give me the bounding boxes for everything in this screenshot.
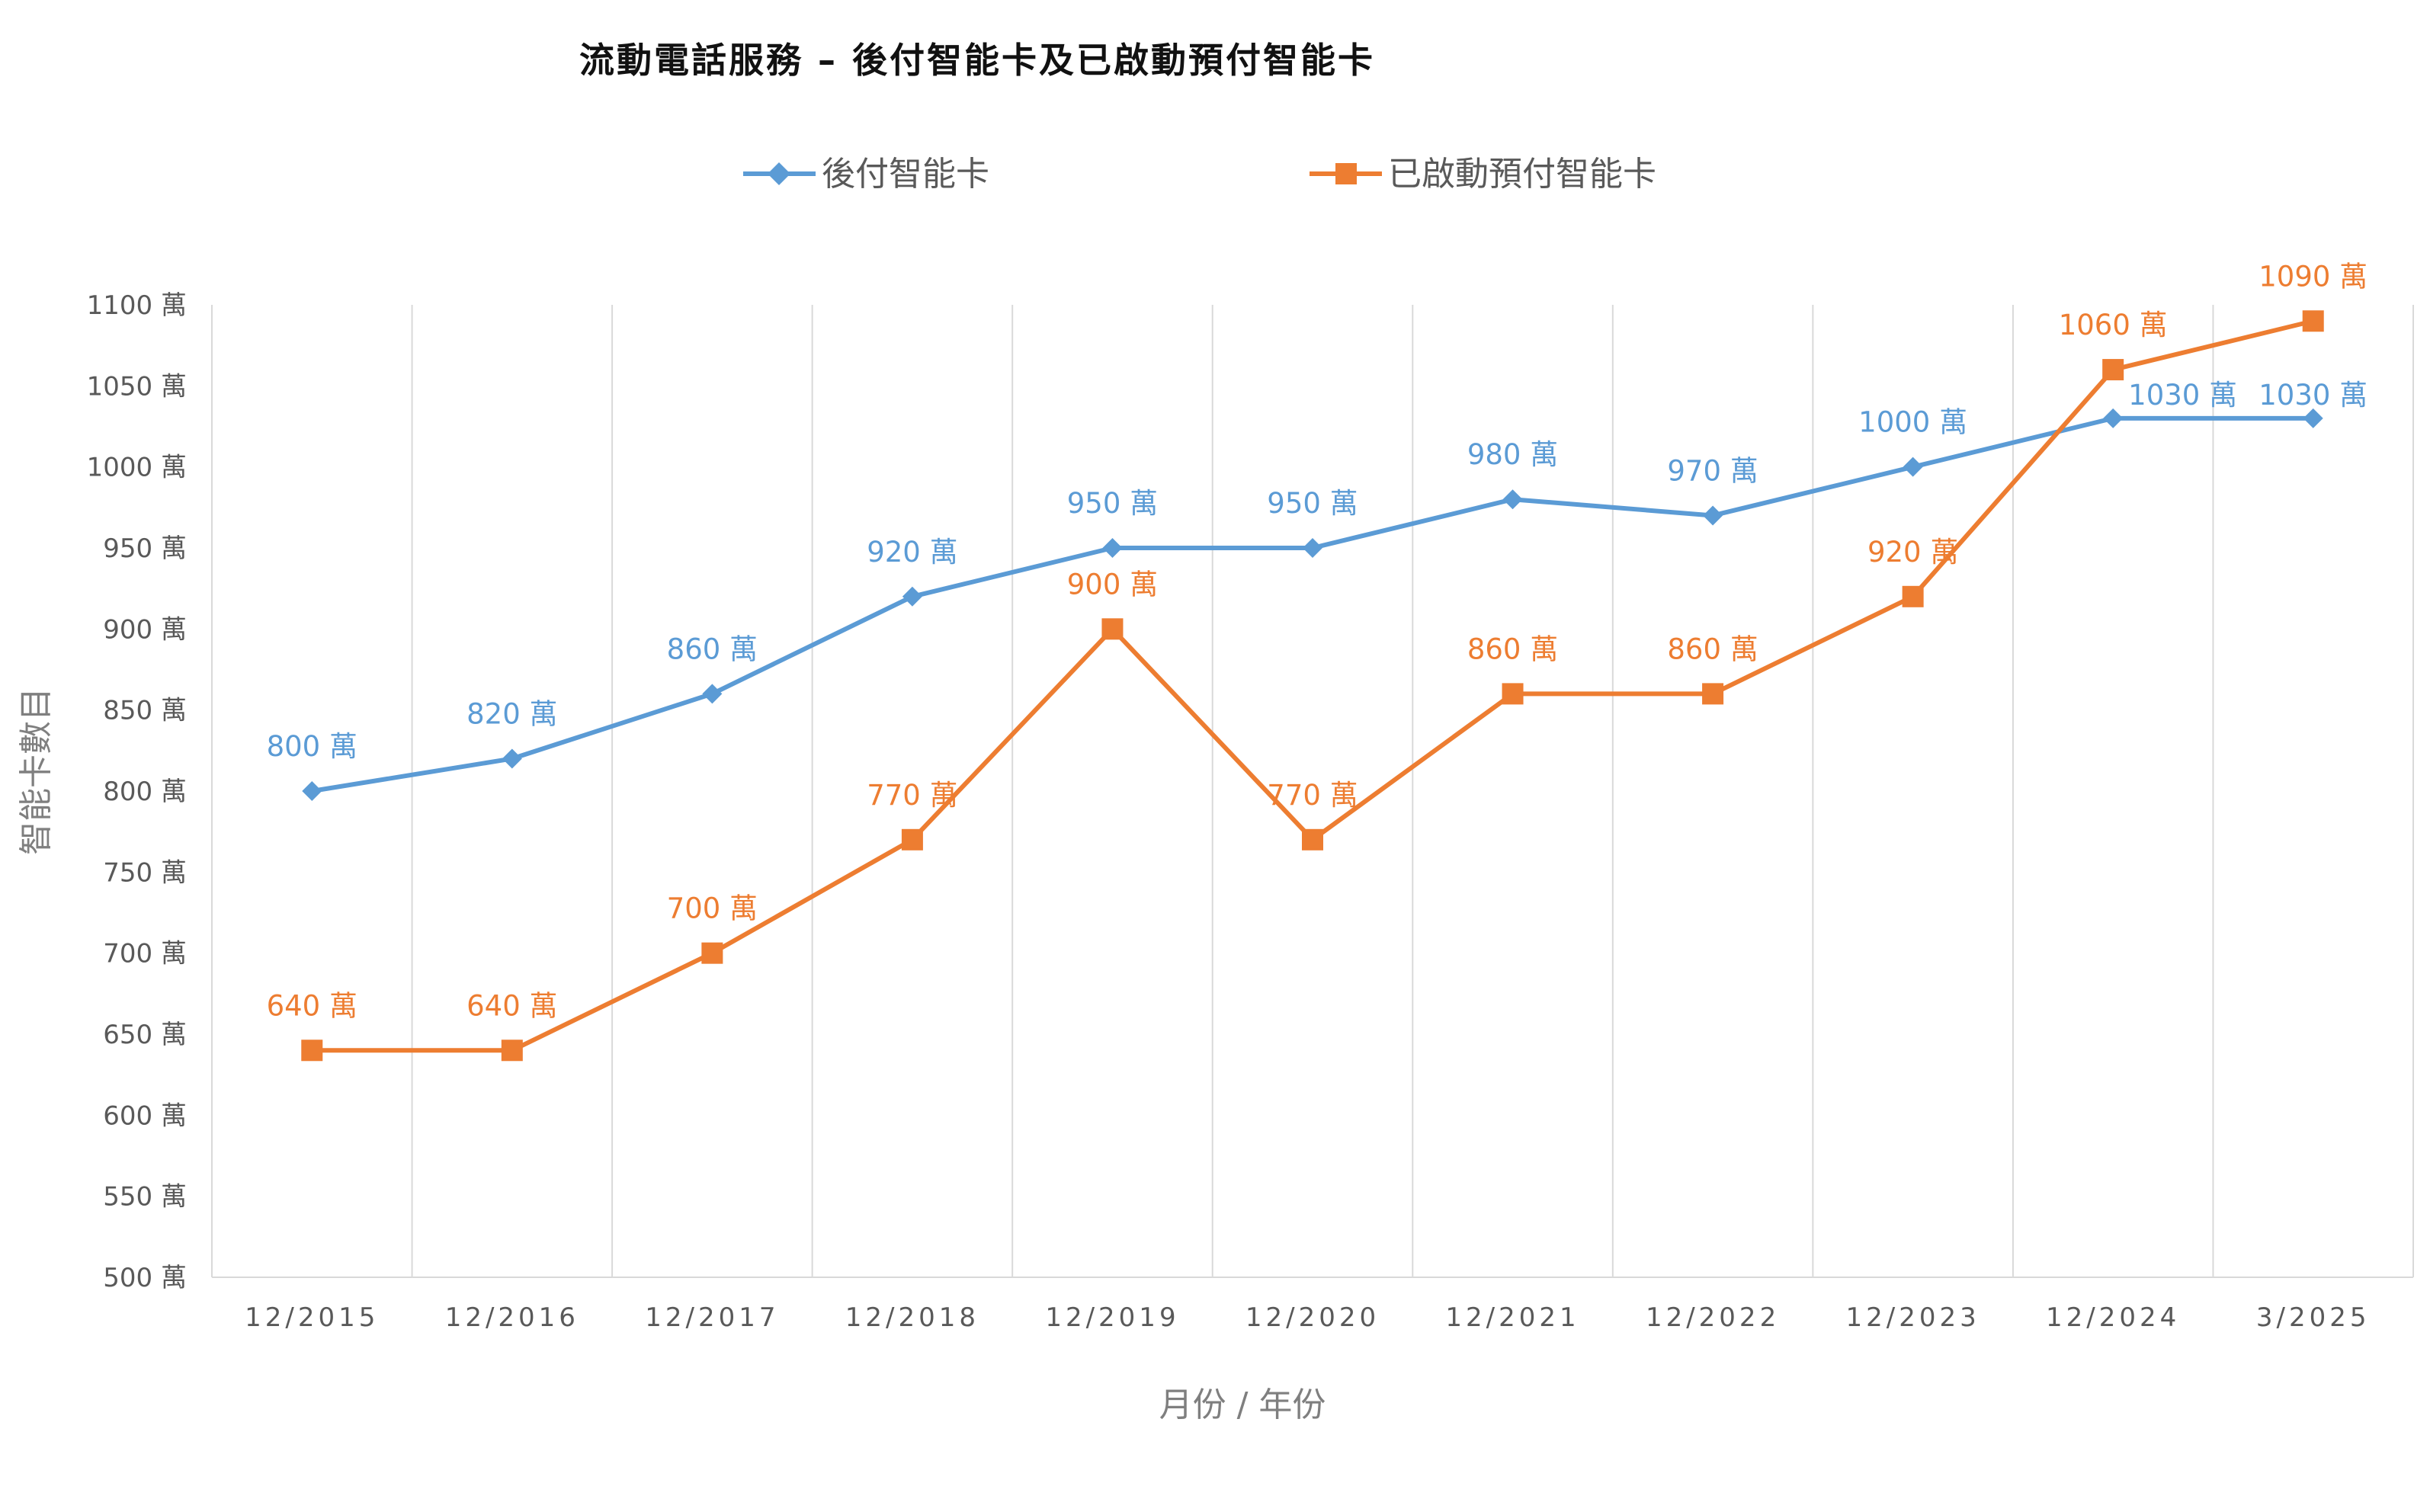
y-tick-label: 1050 萬 xyxy=(87,371,187,402)
data-point-postpaid xyxy=(2303,408,2323,428)
data-point-postpaid xyxy=(902,586,922,607)
x-tick-label: 12/2015 xyxy=(245,1302,379,1333)
data-point-prepaid xyxy=(301,1040,323,1062)
y-tick-label: 700 萬 xyxy=(103,939,187,969)
y-tick-label: 500 萬 xyxy=(103,1263,187,1293)
legend-item-prepaid: 已啟動預付智能卡 xyxy=(1310,155,1656,194)
data-point-postpaid xyxy=(702,684,723,704)
data-label-postpaid: 970 萬 xyxy=(1667,454,1758,487)
data-label-prepaid: 700 萬 xyxy=(667,892,758,925)
y-axis-title: 智能卡數目 xyxy=(17,687,56,855)
data-label-postpaid: 950 萬 xyxy=(1267,487,1358,520)
y-tick-label: 750 萬 xyxy=(103,857,187,888)
x-tick-label: 12/2020 xyxy=(1245,1302,1380,1333)
data-point-postpaid xyxy=(1903,456,1923,477)
x-tick-label: 12/2018 xyxy=(845,1302,979,1333)
data-point-prepaid xyxy=(1302,828,1323,850)
data-point-postpaid xyxy=(1102,538,1123,558)
y-tick-label: 650 萬 xyxy=(103,1020,187,1050)
data-label-postpaid: 1000 萬 xyxy=(1858,406,1967,439)
data-point-postpaid xyxy=(1303,538,1322,558)
x-tick-label: 12/2016 xyxy=(445,1302,579,1333)
data-point-prepaid xyxy=(1902,585,1924,607)
data-label-postpaid: 1030 萬 xyxy=(2258,379,2367,412)
data-point-prepaid xyxy=(701,942,723,964)
y-tick-label: 550 萬 xyxy=(103,1182,187,1212)
data-point-prepaid xyxy=(1101,618,1124,640)
y-tick-label: 950 萬 xyxy=(103,533,187,564)
y-tick-label: 1100 萬 xyxy=(87,290,187,321)
legend-marker-prepaid xyxy=(1335,163,1357,184)
data-point-prepaid xyxy=(901,828,923,850)
legend-label-prepaid: 已啟動預付智能卡 xyxy=(1388,155,1656,194)
vertical-gridlines xyxy=(211,305,2414,1278)
data-label-postpaid: 980 萬 xyxy=(1467,438,1558,471)
data-label-postpaid: 800 萬 xyxy=(267,730,357,763)
data-label-prepaid: 900 萬 xyxy=(1067,568,1158,601)
data-point-prepaid xyxy=(1702,683,1724,705)
series-layer: 800 萬 820 萬 860 萬 920 萬 950 萬 950 萬 980 萬 970 萬… xyxy=(267,260,2367,1062)
x-tick-label: 3/2025 xyxy=(2256,1302,2371,1333)
x-tick-label: 12/2021 xyxy=(1445,1302,1579,1333)
x-axis-title: 月份 / 年份 xyxy=(1159,1385,1326,1424)
data-point-prepaid xyxy=(2102,359,2124,381)
x-tick-label: 12/2022 xyxy=(1646,1302,1780,1333)
data-label-postpaid: 1030 萬 xyxy=(2128,379,2237,412)
legend-label-postpaid: 後付智能卡 xyxy=(822,155,989,194)
data-label-prepaid: 920 萬 xyxy=(1867,536,1958,569)
chart-title: 流動電話服務 – 後付智能卡及已啟動預付智能卡 xyxy=(579,40,1375,81)
data-label-prepaid: 640 萬 xyxy=(466,989,557,1022)
x-tick-label: 12/2023 xyxy=(1846,1302,1980,1333)
data-point-postpaid xyxy=(302,781,322,801)
legend-item-postpaid: 後付智能卡 xyxy=(743,155,989,194)
y-tick-label: 900 萬 xyxy=(103,614,187,645)
data-point-prepaid xyxy=(2302,310,2324,332)
data-point-postpaid xyxy=(502,748,522,769)
data-label-prepaid: 770 萬 xyxy=(867,779,957,812)
data-point-prepaid xyxy=(1502,683,1524,705)
data-label-prepaid: 1090 萬 xyxy=(2258,260,2367,293)
data-label-postpaid: 860 萬 xyxy=(667,633,758,665)
y-tick-label: 600 萬 xyxy=(103,1100,187,1131)
data-label-postpaid: 950 萬 xyxy=(1067,487,1158,520)
data-label-postpaid: 920 萬 xyxy=(867,536,957,569)
x-tick-label: 12/2017 xyxy=(645,1302,779,1333)
data-point-postpaid xyxy=(1703,505,1723,526)
data-label-prepaid: 640 萬 xyxy=(267,989,357,1022)
data-point-postpaid xyxy=(2103,408,2124,428)
data-label-prepaid: 770 萬 xyxy=(1267,779,1358,812)
y-tick-label: 1000 萬 xyxy=(87,453,187,483)
data-label-prepaid: 1060 萬 xyxy=(2059,309,2168,341)
data-point-prepaid xyxy=(501,1040,523,1062)
data-point-postpaid xyxy=(1502,489,1523,510)
x-tick-label: 12/2024 xyxy=(2046,1302,2180,1333)
y-axis-ticks: 500 萬 550 萬 600 萬 650 萬 700 萬 750 萬 800 萬 850 萬… xyxy=(87,290,187,1293)
data-label-postpaid: 820 萬 xyxy=(466,697,557,730)
y-tick-label: 850 萬 xyxy=(103,696,187,726)
data-label-prepaid: 860 萬 xyxy=(1467,633,1558,665)
y-tick-label: 800 萬 xyxy=(103,777,187,807)
data-label-prepaid: 860 萬 xyxy=(1667,633,1758,665)
x-tick-label: 12/2019 xyxy=(1045,1302,1179,1333)
legend: 後付智能卡 已啟動預付智能卡 xyxy=(743,155,1656,194)
legend-marker-postpaid xyxy=(768,162,790,185)
x-axis-ticks: 12/2015 12/2016 12/2017 12/2018 12/2019 12/20… xyxy=(245,1302,2371,1333)
